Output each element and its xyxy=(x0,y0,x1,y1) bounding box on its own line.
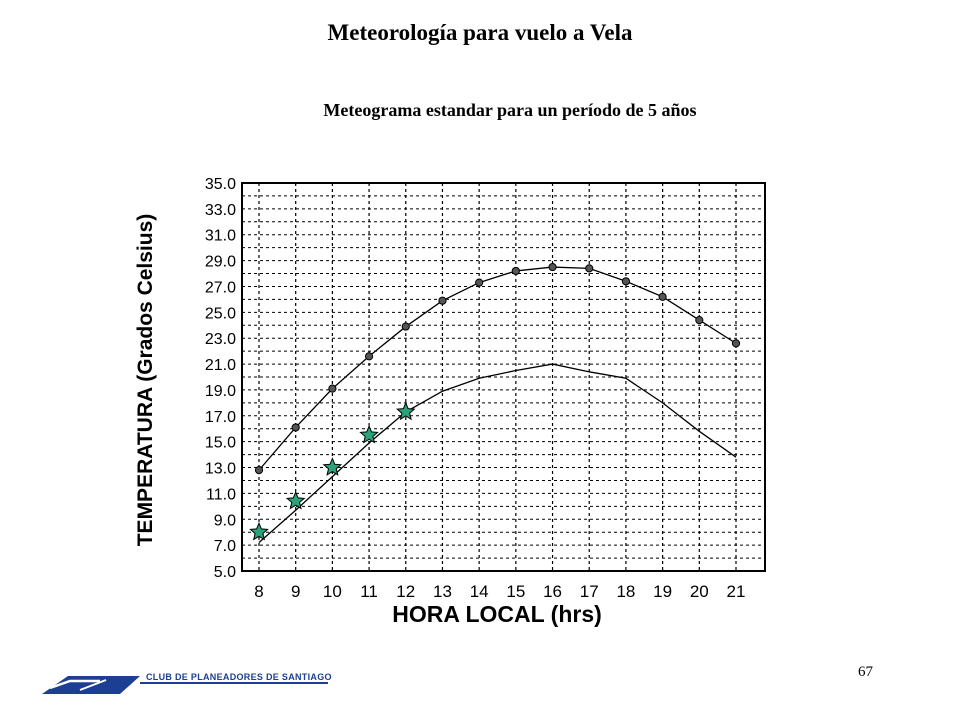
star-marker xyxy=(395,401,416,421)
y-tick-label: 25.0 xyxy=(205,305,236,322)
star-marker xyxy=(285,490,306,510)
min-temp-line xyxy=(258,363,737,544)
x-tick-label: 14 xyxy=(470,582,489,601)
data-point xyxy=(254,466,264,475)
data-point xyxy=(401,322,410,331)
max-temp-line xyxy=(258,266,737,471)
data-point xyxy=(328,384,337,393)
y-tick-label: 19.0 xyxy=(205,383,236,400)
series-group xyxy=(249,262,741,544)
page-title: Meteorología para vuelo a Vela xyxy=(327,20,633,45)
x-tick-label: 11 xyxy=(360,582,378,601)
data-point xyxy=(731,339,741,348)
data-point xyxy=(511,266,520,276)
y-tick-label: 23.0 xyxy=(205,331,236,348)
y-tick-label: 21.0 xyxy=(205,357,236,374)
logo-glider-stroke-2 xyxy=(79,679,107,691)
data-point xyxy=(438,296,447,305)
x-tick-label: 9 xyxy=(291,582,300,601)
data-point xyxy=(621,277,631,286)
x-tick-label: 18 xyxy=(616,582,635,601)
y-tick-labels: 35.0 33.0 31.0 29.0 27.0 25.0 23.0 21.0 19.0 17.0… xyxy=(205,176,236,581)
x-tick-label: 17 xyxy=(580,582,599,601)
x-tick-label: 13 xyxy=(433,582,452,601)
y-tick-label: 7.0 xyxy=(214,538,236,555)
y-tick-label: 15.0 xyxy=(205,435,236,452)
x-tick-labels: 8 9 10 11 12 13 14 15 16 17 18 19 20 21 xyxy=(254,582,745,601)
y-tick-label: 33.0 xyxy=(205,202,236,219)
y-tick-label: 13.0 xyxy=(205,461,236,478)
x-tick-label: 21 xyxy=(727,582,746,601)
page-number: 67 xyxy=(858,664,873,680)
star-marker xyxy=(249,521,269,541)
plot-frame xyxy=(241,182,766,572)
data-point xyxy=(548,262,557,272)
y-tick-label: 17.0 xyxy=(205,409,236,426)
data-point xyxy=(291,423,300,432)
data-point xyxy=(695,315,704,325)
y-tick-label: 9.0 xyxy=(214,512,236,529)
x-axis-label: HORA LOCAL (hrs) xyxy=(392,601,602,627)
y-tick-label: 29.0 xyxy=(205,254,236,271)
y-tick-label: 31.0 xyxy=(205,228,236,245)
data-point xyxy=(364,352,374,361)
x-tick-label: 8 xyxy=(254,582,263,601)
x-tick-label: 10 xyxy=(323,582,342,601)
data-point xyxy=(585,264,594,273)
chart-subtitle: Meteograma estandar para un período de 5… xyxy=(323,100,697,120)
logo-underline xyxy=(140,682,328,684)
x-tick-label: 12 xyxy=(396,582,415,601)
x-tick-label: 16 xyxy=(543,582,562,601)
x-tick-label: 20 xyxy=(690,582,709,601)
star-marker xyxy=(359,424,379,444)
club-logo xyxy=(42,676,328,694)
x-tick-label: 19 xyxy=(653,582,672,601)
y-tick-label: 35.0 xyxy=(205,176,236,193)
x-tick-label: 15 xyxy=(506,582,525,601)
club-name: CLUB DE PLANEADORES DE SANTIAGO xyxy=(146,672,332,682)
y-tick-label: 27.0 xyxy=(205,279,236,296)
y-tick-label: 5.0 xyxy=(214,564,236,581)
star-marker xyxy=(322,457,343,476)
y-tick-label: 11.0 xyxy=(206,486,236,503)
logo-glider-stroke xyxy=(49,679,100,690)
chart-grid xyxy=(242,182,765,572)
y-axis-label: TEMPERATURA (Grados Celsius) xyxy=(134,214,157,547)
data-point xyxy=(475,278,484,287)
data-point xyxy=(658,292,667,301)
